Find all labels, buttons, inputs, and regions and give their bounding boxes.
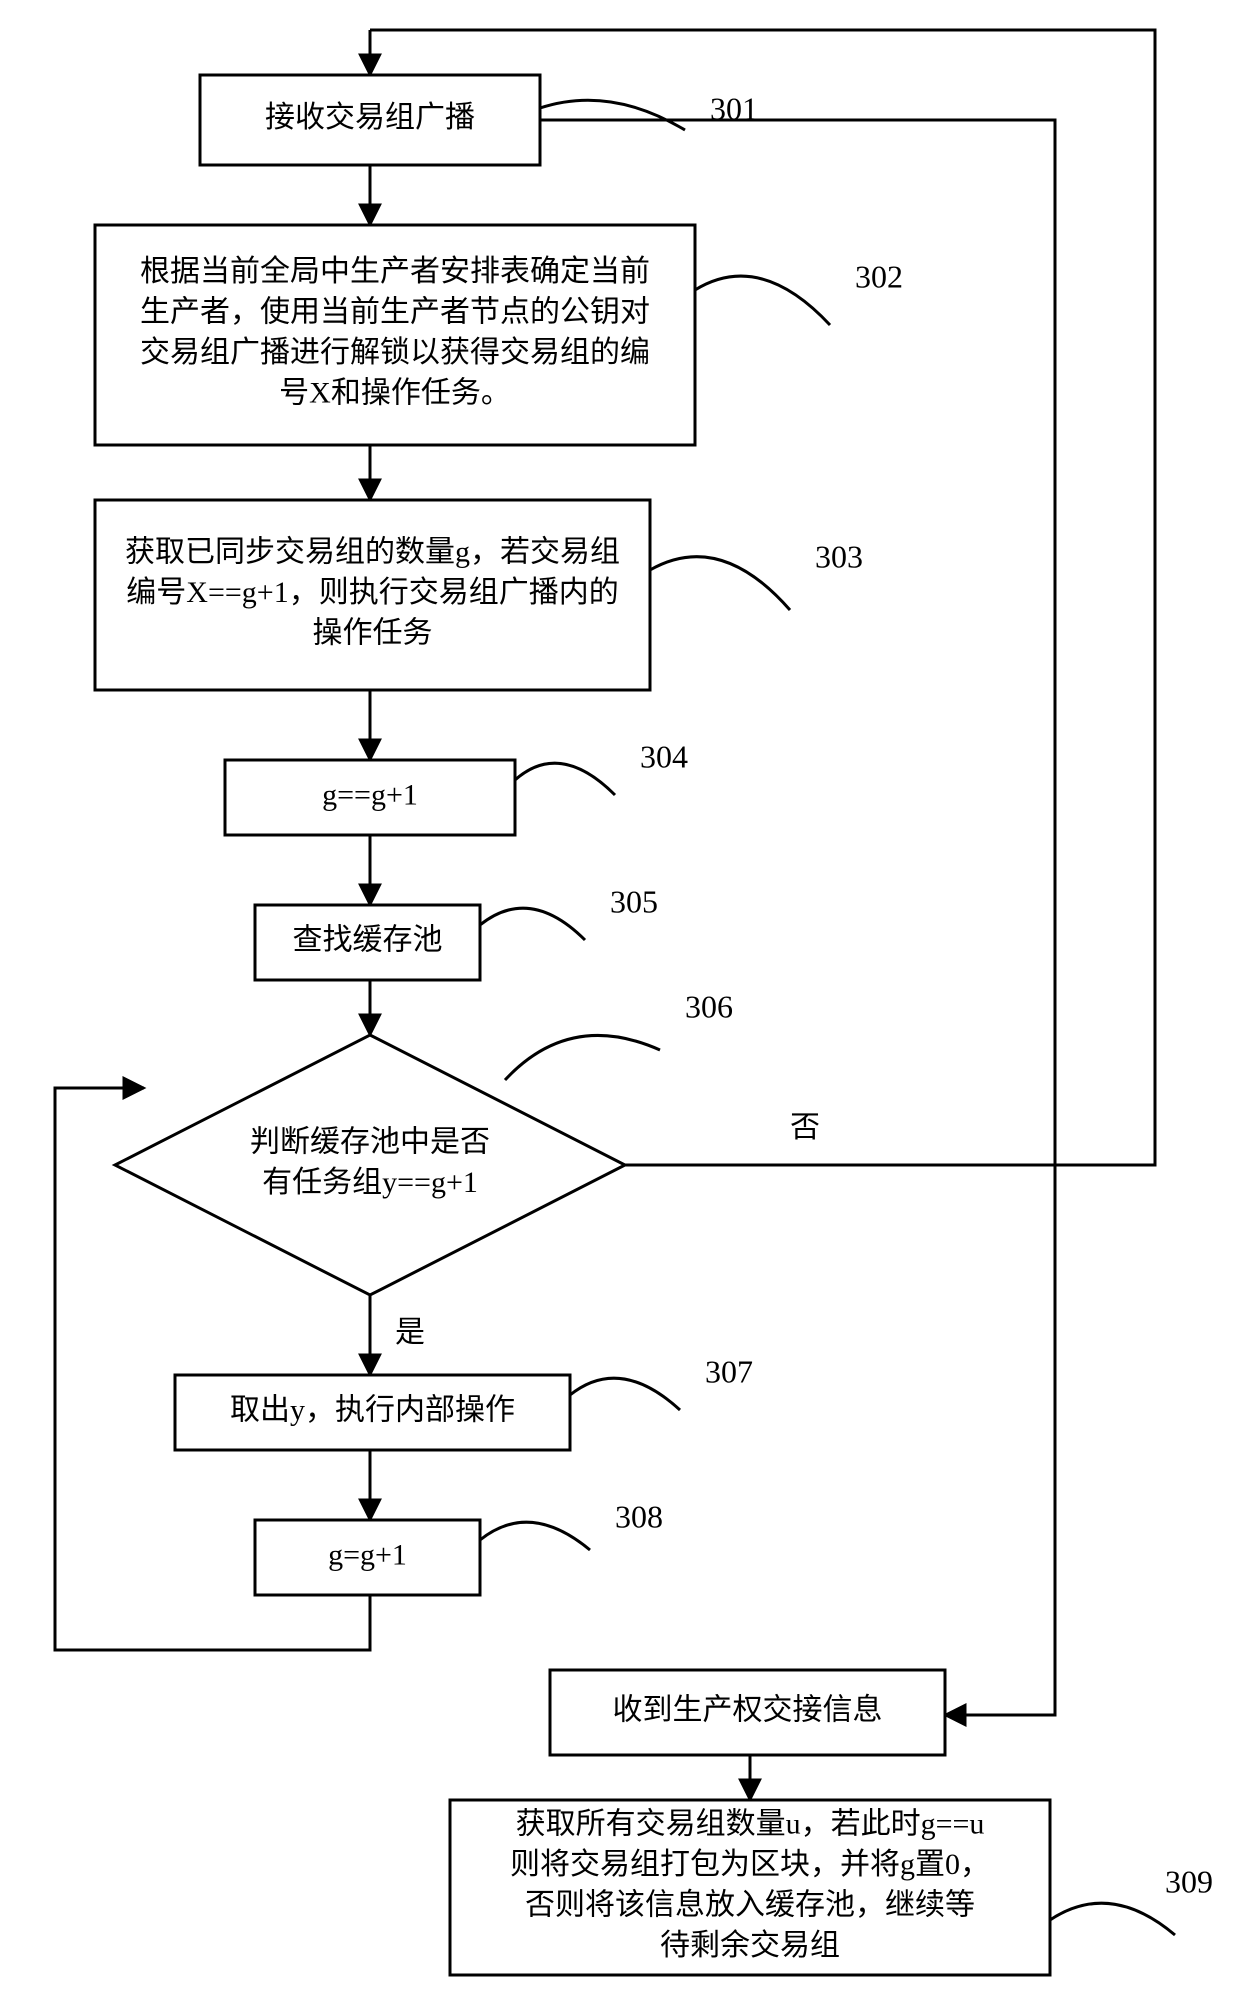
callout-number: 303 xyxy=(815,538,863,574)
callout-leader xyxy=(1050,1903,1175,1935)
flow-node-text: 否则将该信息放入缓存池，继续等 xyxy=(525,1889,975,1922)
flow-node-text: 则将交易组打包为区块，并将g置0， xyxy=(510,1848,990,1881)
callout-number: 305 xyxy=(610,883,658,919)
callout-number: 304 xyxy=(640,738,688,774)
callout-number: 309 xyxy=(1165,1863,1213,1899)
callout-leader xyxy=(570,1378,680,1410)
flow-node-text: 接收交易组广播 xyxy=(265,101,475,134)
flowchart-canvas: 是 否 接收交易组广播根据当前全局中生产者安排表确定当前生产者，使用当前生产者节点… xyxy=(0,0,1240,1993)
flow-branch-label: 否 xyxy=(790,1111,820,1144)
callout-leader xyxy=(480,1522,590,1550)
flow-node-text: 根据当前全局中生产者安排表确定当前 xyxy=(140,255,650,288)
callout-leader xyxy=(505,1035,660,1080)
callout-number: 302 xyxy=(855,258,903,294)
flow-node-text: g==g+1 xyxy=(322,778,418,811)
flow-node-text: 有任务组y==g+1 xyxy=(262,1166,478,1199)
callout-leader xyxy=(540,100,685,130)
flow-node-text: 操作任务 xyxy=(313,616,433,649)
callout-number: 301 xyxy=(710,90,758,126)
flow-node-text: 判断缓存池中是否 xyxy=(250,1126,490,1159)
callout-leader xyxy=(515,763,615,795)
flow-node-text: g=g+1 xyxy=(328,1538,407,1571)
callout-leader xyxy=(480,908,585,940)
callout-leader xyxy=(695,276,830,325)
callout-number: 308 xyxy=(615,1498,663,1534)
callout-number: 306 xyxy=(685,988,733,1024)
flow-node-text: 取出y，执行内部操作 xyxy=(230,1393,515,1426)
flow-node-text: 号X和操作任务。 xyxy=(279,377,511,410)
flow-node-text: 获取已同步交易组的数量g，若交易组 xyxy=(125,535,620,568)
flow-node-text: 收到生产权交接信息 xyxy=(613,1693,883,1726)
flow-node-text: 生产者，使用当前生产者节点的公钥对 xyxy=(140,296,650,329)
callout-number: 307 xyxy=(705,1353,753,1389)
flow-branch-label: 是 xyxy=(395,1316,425,1349)
flow-node-text: 编号X==g+1，则执行交易组广播内的 xyxy=(126,576,618,609)
flow-node-text: 获取所有交易组数量u，若此时g==u xyxy=(516,1808,985,1841)
flow-node-text: 待剩余交易组 xyxy=(660,1929,840,1962)
callout-leader xyxy=(650,557,790,610)
flow-node-text: 查找缓存池 xyxy=(293,923,443,956)
flow-decision-n306 xyxy=(115,1035,625,1295)
flow-node-text: 交易组广播进行解锁以获得交易组的编 xyxy=(140,336,650,369)
